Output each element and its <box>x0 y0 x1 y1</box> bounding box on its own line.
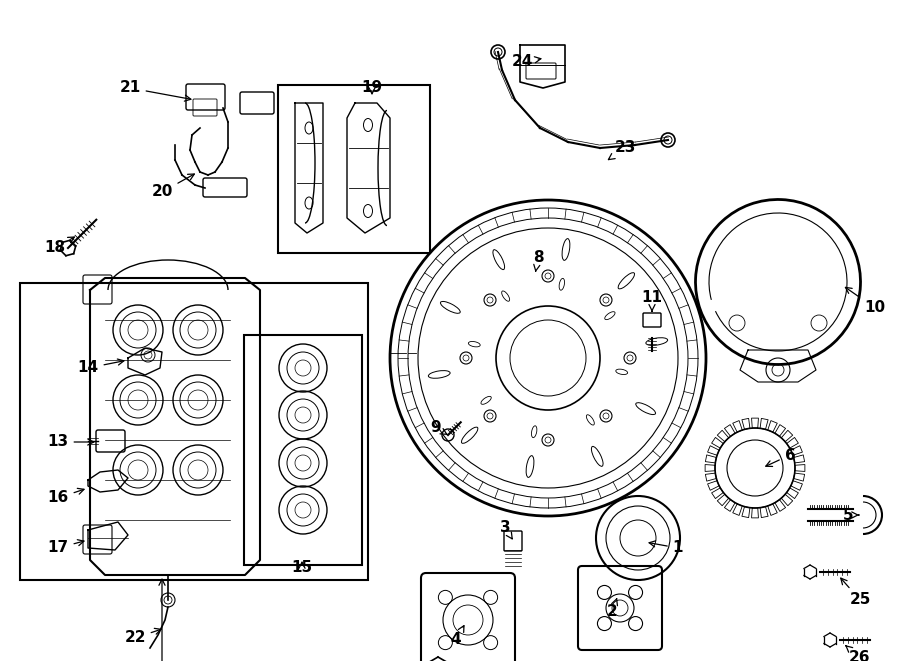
Text: 13: 13 <box>48 434 94 449</box>
Text: 9: 9 <box>431 420 447 436</box>
Text: 20: 20 <box>151 174 194 200</box>
Text: 2: 2 <box>607 599 617 619</box>
Text: 21: 21 <box>120 81 191 101</box>
Text: 6: 6 <box>766 447 796 467</box>
Text: 18: 18 <box>44 237 75 256</box>
Text: 16: 16 <box>48 488 84 506</box>
Text: 25: 25 <box>841 578 870 607</box>
Text: 23: 23 <box>608 141 635 159</box>
Bar <box>278 85 430 253</box>
Bar <box>244 335 362 565</box>
Text: 26: 26 <box>846 646 871 661</box>
Text: 24: 24 <box>511 54 541 69</box>
Text: 1: 1 <box>649 541 683 555</box>
Text: 14: 14 <box>77 359 124 375</box>
Text: 7: 7 <box>0 660 1 661</box>
Text: 5: 5 <box>842 508 859 522</box>
Text: 11: 11 <box>642 290 662 311</box>
Text: 4: 4 <box>451 626 464 648</box>
Text: 19: 19 <box>362 81 382 95</box>
Text: 15: 15 <box>292 561 312 576</box>
Text: 10: 10 <box>845 288 886 315</box>
Text: 8: 8 <box>533 251 544 271</box>
Text: 12: 12 <box>151 579 173 661</box>
Text: 17: 17 <box>48 539 84 555</box>
Text: 3: 3 <box>500 520 512 539</box>
Text: 22: 22 <box>124 629 161 646</box>
Bar <box>20 283 368 580</box>
